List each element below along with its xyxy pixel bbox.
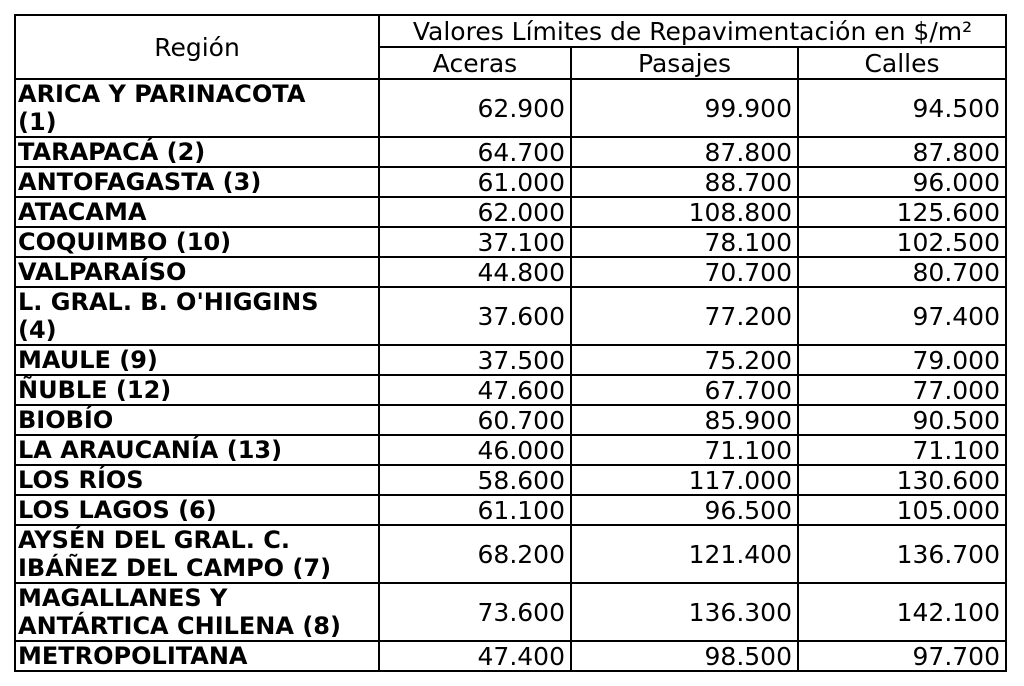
pasajes-value: 71.100 [570,434,799,466]
table-row: ANTOFAGASTA (3) 61.000 88.700 96.000 [14,166,1007,198]
aceras-value: 61.100 [378,494,572,526]
aceras-value: 64.700 [378,136,572,168]
table-header: Región Valores Límites de Repavimentació… [14,14,1007,80]
pasajes-value: 88.700 [570,166,799,198]
calles-value: 125.600 [797,196,1007,228]
calles-value: 105.000 [797,494,1007,526]
calles-value: 94.500 [797,78,1007,138]
region-cell: ARICA Y PARINACOTA (1) [14,78,380,138]
region-cell: ÑUBLE (12) [14,374,380,406]
column-header-aceras: Aceras [378,46,572,80]
region-cell: METROPOLITANA [14,640,380,672]
region-cell: VALPARAÍSO [14,256,380,288]
aceras-value: 58.600 [378,464,572,496]
pasajes-value: 98.500 [570,640,799,672]
region-cell: MAGALLANES Y ANTÁRTICA CHILENA (8) [14,582,380,642]
pasajes-value: 117.000 [570,464,799,496]
table-row: MAGALLANES Y ANTÁRTICA CHILENA (8) 73.60… [14,582,1007,642]
region-cell: BIOBÍO [14,404,380,436]
calles-value: 102.500 [797,226,1007,258]
calles-value: 79.000 [797,344,1007,376]
pasajes-value: 136.300 [570,582,799,642]
pasajes-value: 108.800 [570,196,799,228]
pasajes-value: 77.200 [570,286,799,346]
table-row: ÑUBLE (12) 47.600 67.700 77.000 [14,374,1007,406]
calles-value: 130.600 [797,464,1007,496]
calles-value: 80.700 [797,256,1007,288]
pasajes-value: 85.900 [570,404,799,436]
aceras-value: 68.200 [378,524,572,584]
table-row: COQUIMBO (10) 37.100 78.100 102.500 [14,226,1007,258]
region-cell: MAULE (9) [14,344,380,376]
table-row: LOS RÍOS 58.600 117.000 130.600 [14,464,1007,496]
pasajes-value: 96.500 [570,494,799,526]
calles-value: 90.500 [797,404,1007,436]
table-row: VALPARAÍSO 44.800 70.700 80.700 [14,256,1007,288]
table-row: L. GRAL. B. O'HIGGINS (4) 37.600 77.200 … [14,286,1007,346]
region-cell: LA ARAUCANÍA (13) [14,434,380,466]
aceras-value: 44.800 [378,256,572,288]
column-header-pasajes: Pasajes [570,46,799,80]
repaving-limits-table: Región Valores Límites de Repavimentació… [14,14,1007,672]
aceras-value: 73.600 [378,582,572,642]
table-row: METROPOLITANA 47.400 98.500 97.700 [14,640,1007,672]
aceras-value: 62.000 [378,196,572,228]
pasajes-value: 87.800 [570,136,799,168]
region-cell: TARAPACÁ (2) [14,136,380,168]
aceras-value: 46.000 [378,434,572,466]
region-cell: ATACAMA [14,196,380,228]
aceras-value: 60.700 [378,404,572,436]
region-cell: L. GRAL. B. O'HIGGINS (4) [14,286,380,346]
pasajes-value: 75.200 [570,344,799,376]
aceras-value: 61.000 [378,166,572,198]
aceras-value: 37.600 [378,286,572,346]
table-row: BIOBÍO 60.700 85.900 90.500 [14,404,1007,436]
column-header-region: Región [14,14,380,80]
pasajes-value: 121.400 [570,524,799,584]
calles-value: 97.700 [797,640,1007,672]
table-row: LA ARAUCANÍA (13) 46.000 71.100 71.100 [14,434,1007,466]
calles-value: 97.400 [797,286,1007,346]
region-cell: ANTOFAGASTA (3) [14,166,380,198]
aceras-value: 62.900 [378,78,572,138]
column-header-calles: Calles [797,46,1007,80]
calles-value: 142.100 [797,582,1007,642]
table-row: ARICA Y PARINACOTA (1) 62.900 99.900 94.… [14,78,1007,138]
table-row: TARAPACÁ (2) 64.700 87.800 87.800 [14,136,1007,168]
table-row: AYSÉN DEL GRAL. C. IBÁÑEZ DEL CAMPO (7) … [14,524,1007,584]
group-header-valores-limites: Valores Límites de Repavimentación en $/… [378,14,1007,48]
calles-value: 71.100 [797,434,1007,466]
pasajes-value: 70.700 [570,256,799,288]
aceras-value: 37.100 [378,226,572,258]
table-row: ATACAMA 62.000 108.800 125.600 [14,196,1007,228]
calles-value: 136.700 [797,524,1007,584]
aceras-value: 47.600 [378,374,572,406]
pasajes-value: 78.100 [570,226,799,258]
pasajes-value: 67.700 [570,374,799,406]
calles-value: 96.000 [797,166,1007,198]
table-row: LOS LAGOS (6) 61.100 96.500 105.000 [14,494,1007,526]
region-cell: LOS RÍOS [14,464,380,496]
region-cell: LOS LAGOS (6) [14,494,380,526]
table-row: MAULE (9) 37.500 75.200 79.000 [14,344,1007,376]
aceras-value: 47.400 [378,640,572,672]
aceras-value: 37.500 [378,344,572,376]
region-cell: COQUIMBO (10) [14,226,380,258]
calles-value: 77.000 [797,374,1007,406]
pasajes-value: 99.900 [570,78,799,138]
region-cell: AYSÉN DEL GRAL. C. IBÁÑEZ DEL CAMPO (7) [14,524,380,584]
header-row-group: Región Valores Límites de Repavimentació… [14,14,1007,80]
calles-value: 87.800 [797,136,1007,168]
table-body: ARICA Y PARINACOTA (1) 62.900 99.900 94.… [14,78,1007,672]
header-row-columns: Aceras Pasajes Calles [15,46,1007,80]
